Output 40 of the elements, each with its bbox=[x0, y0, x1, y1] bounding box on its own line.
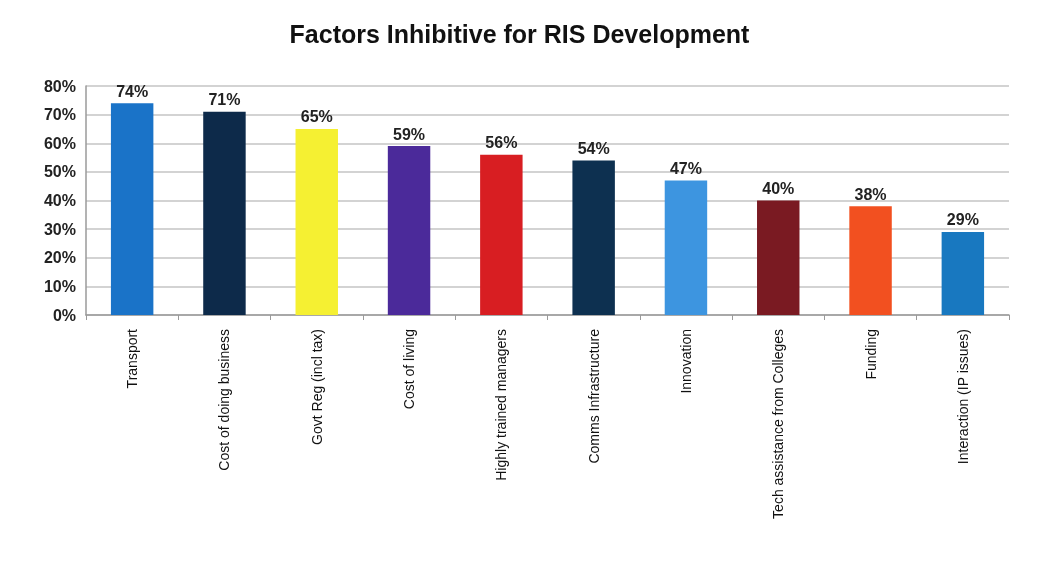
bar bbox=[387, 146, 431, 315]
data-label: 56% bbox=[485, 134, 518, 152]
data-label: 40% bbox=[762, 180, 795, 197]
x-tick-label: Cost of living bbox=[401, 329, 418, 410]
y-tick-label: 70% bbox=[43, 106, 76, 124]
bar bbox=[664, 180, 708, 315]
bar bbox=[110, 103, 154, 315]
x-tick-label: Funding bbox=[862, 329, 879, 380]
x-tick-label: Innovation bbox=[677, 329, 694, 394]
y-tick-label: 30% bbox=[43, 220, 76, 238]
data-label: 71% bbox=[208, 91, 241, 109]
y-tick-label: 50% bbox=[43, 163, 76, 181]
data-label: 54% bbox=[577, 139, 610, 157]
data-label: 59% bbox=[393, 125, 426, 143]
x-tick-label: Tech assistance from Colleges bbox=[770, 329, 787, 519]
chart-title: Factors Inhibitive for RIS Development bbox=[289, 19, 751, 48]
x-tick-label: Comms Infrastructure bbox=[585, 328, 602, 464]
bar bbox=[203, 111, 246, 315]
bar bbox=[941, 231, 985, 315]
bar bbox=[849, 206, 892, 315]
y-tick-label: 80% bbox=[43, 77, 76, 95]
data-label: 65% bbox=[300, 108, 333, 126]
x-tick-label: Cost of doing business bbox=[216, 329, 233, 471]
y-tick-label: 60% bbox=[43, 134, 76, 152]
x-tick-label: Govt Reg (incl tax) bbox=[308, 329, 325, 445]
x-tick-label: Interaction (IP issues) bbox=[954, 329, 971, 465]
data-label: 29% bbox=[946, 211, 979, 229]
data-label: 74% bbox=[116, 82, 149, 100]
bar bbox=[295, 128, 338, 315]
data-label: 47% bbox=[669, 159, 702, 177]
bar bbox=[757, 200, 800, 315]
y-tick-label: 40% bbox=[43, 192, 76, 209]
bar bbox=[572, 160, 615, 315]
x-tick-label: Transport bbox=[124, 328, 141, 389]
y-tick-label: 20% bbox=[43, 249, 76, 267]
x-tick-label: Highly trained managers bbox=[493, 329, 510, 481]
y-tick-label: 0% bbox=[52, 306, 76, 324]
y-tick-label: 10% bbox=[43, 277, 76, 295]
data-label: 38% bbox=[854, 185, 887, 203]
bar bbox=[480, 154, 523, 315]
